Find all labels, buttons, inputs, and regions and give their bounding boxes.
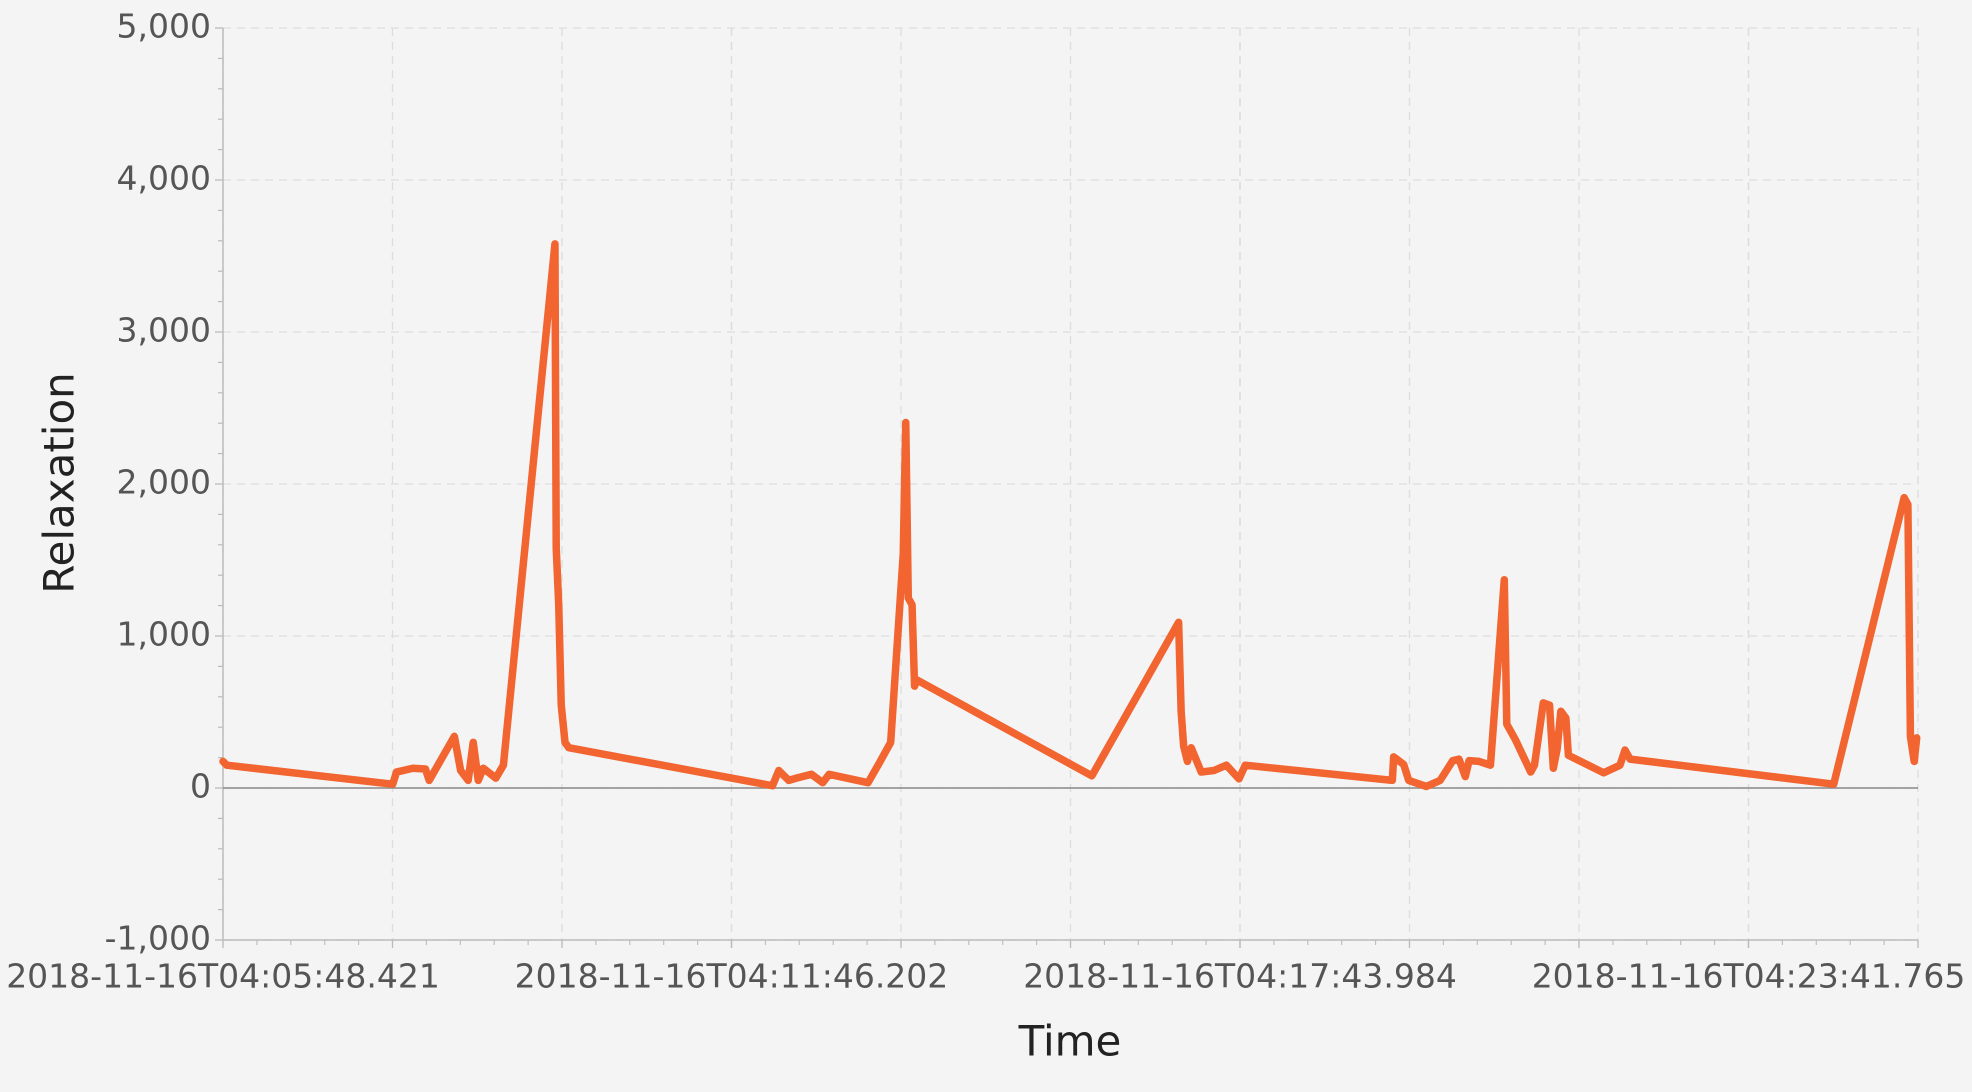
- y-tick-label: 2,000: [117, 463, 211, 502]
- data-line: [219, 240, 1921, 791]
- y-tick-label: 1,000: [117, 615, 211, 654]
- y-tick-label: 3,000: [117, 311, 211, 350]
- y-axis-title: Relaxation: [35, 372, 84, 594]
- x-tick-label: 2018-11-16T04:05:48.421: [6, 957, 440, 996]
- x-tick-label: 2018-11-16T04:17:43.984: [1023, 957, 1457, 996]
- y-tick-label: 5,000: [117, 7, 211, 46]
- y-tick-label: -1,000: [105, 919, 211, 958]
- x-tick-label: 2018-11-16T04:11:46.202: [515, 957, 949, 996]
- x-axis-title: Time: [1018, 1017, 1122, 1066]
- x-tick-label: 2018-11-16T04:23:41.765: [1532, 957, 1966, 996]
- y-tick-label: 4,000: [117, 159, 211, 198]
- y-tick-label: 0: [190, 767, 211, 806]
